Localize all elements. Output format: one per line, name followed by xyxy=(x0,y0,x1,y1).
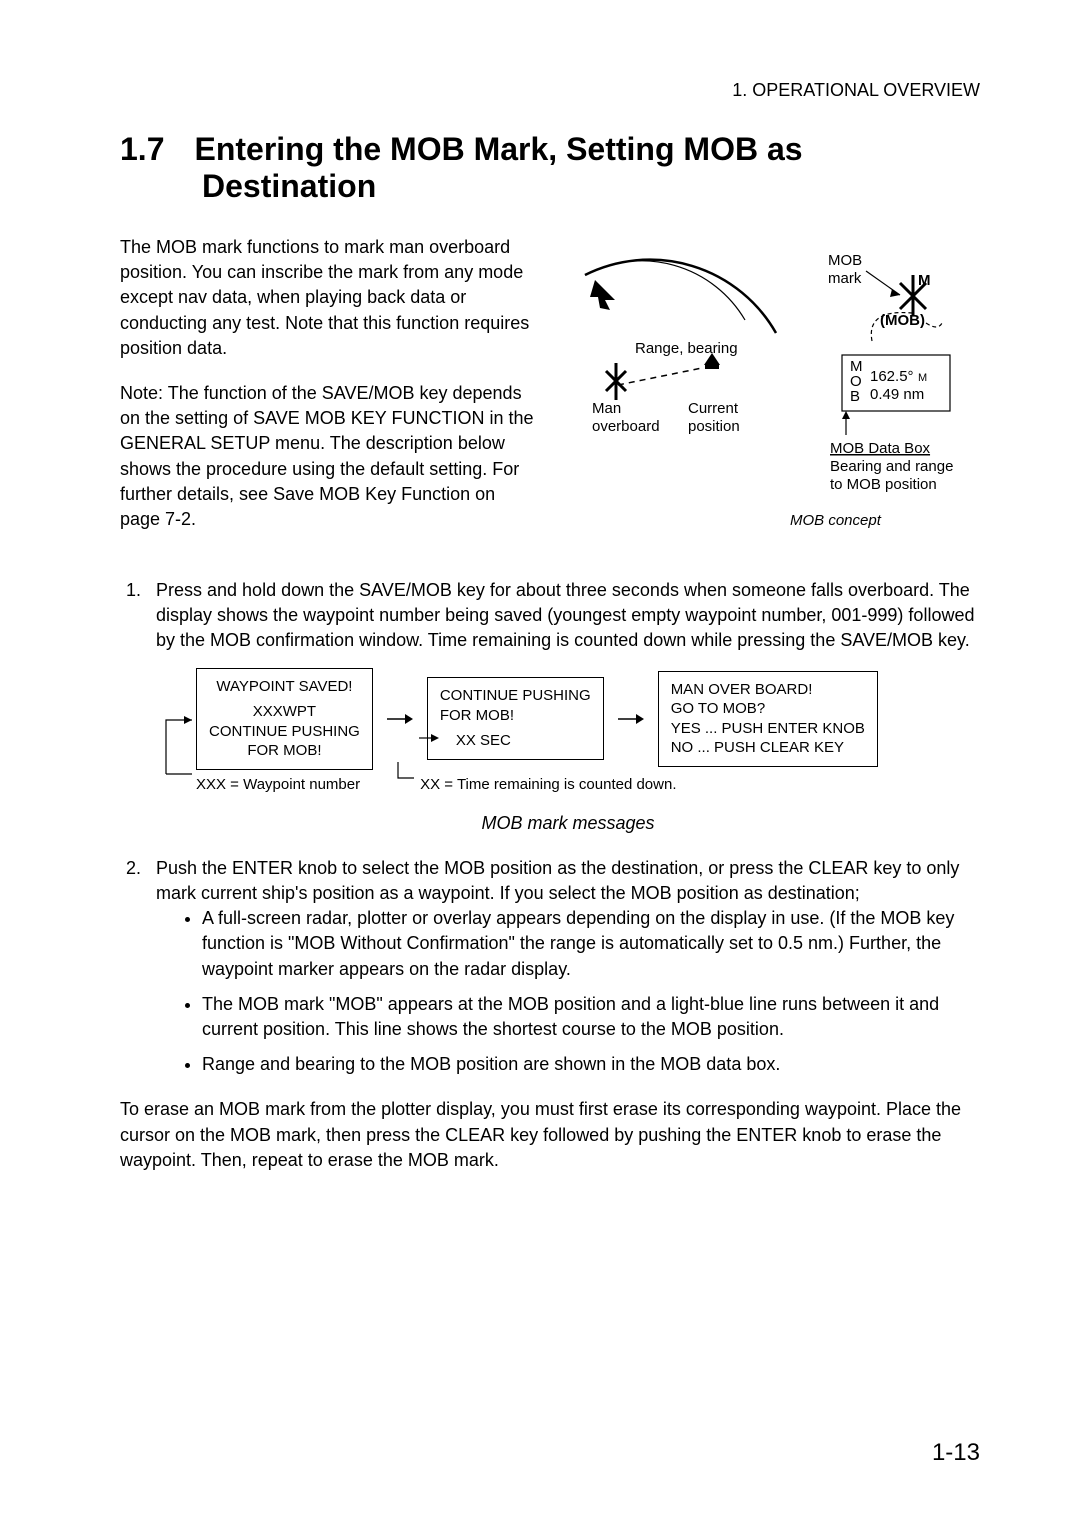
box-b: B xyxy=(850,388,860,405)
current-pos-label2: position xyxy=(688,418,740,435)
mob-data-sub2: to MOB position xyxy=(830,476,937,493)
section-title-line2: Destination xyxy=(202,168,376,204)
step2-text: Push the ENTER knob to select the MOB po… xyxy=(156,858,959,903)
step-1: Press and hold down the SAVE/MOB key for… xyxy=(146,578,980,836)
msg1-l3: CONTINUE PUSHING xyxy=(209,722,360,742)
msg3-l2: GO TO MOB? xyxy=(671,699,865,719)
bullet-2: The MOB mark "MOB" appears at the MOB po… xyxy=(202,992,980,1042)
msg2-l1: CONTINUE PUSHING xyxy=(440,686,591,706)
note1: XXX = Waypoint number xyxy=(196,774,360,795)
msg1-l2: XXXWPT xyxy=(209,702,360,722)
msg-notes: XXX = Waypoint number XX = Time remainin… xyxy=(196,774,980,795)
section-title-line1: Entering the MOB Mark, Setting MOB as xyxy=(194,131,802,167)
bullet-3: Range and bearing to the MOB position ar… xyxy=(202,1052,980,1077)
msg3-l1: MAN OVER BOARD! xyxy=(671,680,865,700)
msg-box-2: CONTINUE PUSHING FOR MOB! XX SEC xyxy=(427,677,604,760)
arrow-icon xyxy=(387,712,413,726)
msg-box-1: WAYPOINT SAVED! XXXWPT CONTINUE PUSHING … xyxy=(196,668,373,770)
man-overboard-label2: overboard xyxy=(592,418,660,435)
section-title: 1.7 Entering the MOB Mark, Setting MOB as… xyxy=(120,131,980,205)
mob-concept-caption: MOB concept xyxy=(790,512,882,529)
msg-caption: MOB mark messages xyxy=(156,811,980,836)
mob-mark-text2: mark xyxy=(828,270,862,287)
step1-text: Press and hold down the SAVE/MOB key for… xyxy=(156,580,974,650)
range-bearing-label: Range, bearing xyxy=(635,340,738,357)
msg-box-3: MAN OVER BOARD! GO TO MOB? YES ... PUSH … xyxy=(658,671,878,767)
mob-paren: (MOB) xyxy=(880,312,925,329)
intro-para2: Note: The function of the SAVE/MOB key d… xyxy=(120,381,540,532)
mob-data-title: MOB Data Box xyxy=(830,440,931,457)
intro-para1: The MOB mark functions to mark man overb… xyxy=(120,235,540,361)
step-2: Push the ENTER knob to select the MOB po… xyxy=(146,856,980,1078)
range-val: 0.49 nm xyxy=(870,386,924,403)
msg1-l1: WAYPOINT SAVED! xyxy=(209,677,360,697)
bearing-val: 162.5° xyxy=(870,368,914,385)
chapter-header: 1. OPERATIONAL OVERVIEW xyxy=(120,80,980,101)
current-pos-label: Current xyxy=(688,400,739,417)
mob-letter: M xyxy=(918,272,931,289)
msg2-l2: FOR MOB! xyxy=(440,706,591,726)
arrow-icon xyxy=(618,712,644,726)
msg2-l3: XX SEC xyxy=(440,731,591,751)
bearing-suffix: M xyxy=(918,372,927,384)
mob-mark-text1: MOB xyxy=(828,252,862,269)
page-number: 1-13 xyxy=(932,1439,980,1467)
msg1-l4: FOR MOB! xyxy=(209,741,360,761)
mob-data-sub1: Bearing and range xyxy=(830,458,953,475)
man-overboard-label: Man xyxy=(592,400,621,417)
msg3-l3: YES ... PUSH ENTER KNOB xyxy=(671,719,865,739)
bullet-1: A full-screen radar, plotter or overlay … xyxy=(202,906,980,982)
msg3-l4: NO ... PUSH CLEAR KEY xyxy=(671,738,865,758)
erase-para: To erase an MOB mark from the plotter di… xyxy=(120,1097,980,1173)
section-number: 1.7 xyxy=(120,131,164,168)
note2: XX = Time remaining is counted down. xyxy=(420,776,676,793)
message-boxes-row: WAYPOINT SAVED! XXXWPT CONTINUE PUSHING … xyxy=(196,668,980,770)
mob-concept-diagram: Range, bearing Man overboard Current pos… xyxy=(570,235,1010,535)
